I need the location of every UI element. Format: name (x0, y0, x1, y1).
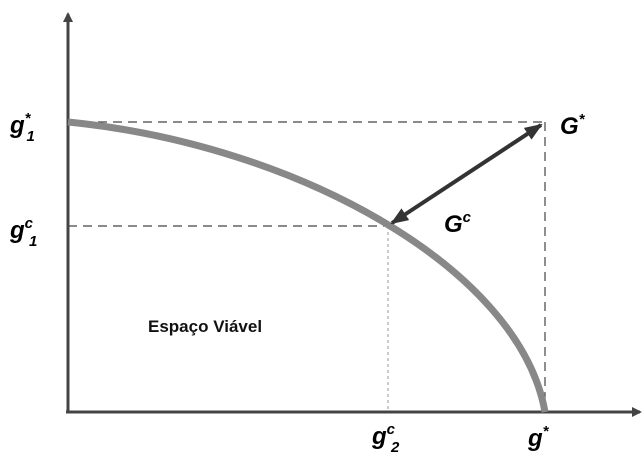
distance-arrow (390, 123, 543, 225)
region-label: Espaço Viável (148, 317, 262, 336)
pareto-curve (67, 118, 549, 413)
label: Gc (444, 209, 472, 238)
label: gc 2 (371, 421, 400, 456)
label: g* (527, 423, 550, 452)
label: g* 1 (9, 110, 35, 145)
label: gc 1 (9, 215, 37, 250)
label: G* (560, 111, 586, 140)
